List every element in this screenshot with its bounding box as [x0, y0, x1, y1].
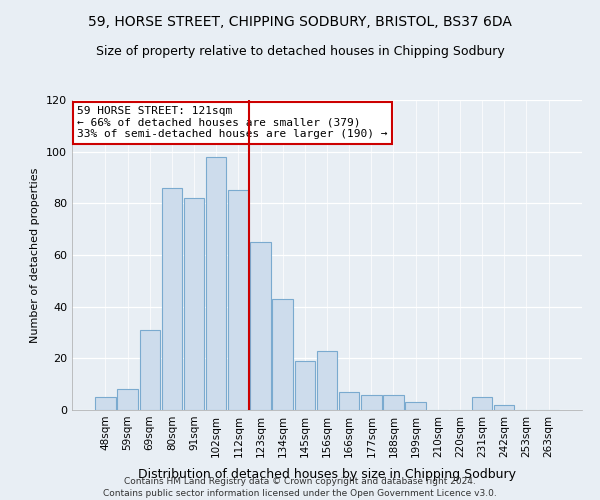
Bar — [361, 394, 382, 410]
Bar — [383, 394, 404, 410]
Text: 59 HORSE STREET: 121sqm
← 66% of detached houses are smaller (379)
33% of semi-d: 59 HORSE STREET: 121sqm ← 66% of detache… — [77, 106, 388, 140]
Bar — [406, 402, 426, 410]
Bar — [250, 242, 271, 410]
Bar — [494, 405, 514, 410]
X-axis label: Distribution of detached houses by size in Chipping Sodbury: Distribution of detached houses by size … — [138, 468, 516, 481]
Bar — [295, 361, 315, 410]
Text: 59, HORSE STREET, CHIPPING SODBURY, BRISTOL, BS37 6DA: 59, HORSE STREET, CHIPPING SODBURY, BRIS… — [88, 15, 512, 29]
Text: Size of property relative to detached houses in Chipping Sodbury: Size of property relative to detached ho… — [95, 45, 505, 58]
Bar — [228, 190, 248, 410]
Bar — [472, 397, 493, 410]
Bar — [317, 350, 337, 410]
Bar — [339, 392, 359, 410]
Bar — [272, 299, 293, 410]
Bar — [206, 157, 226, 410]
Text: Contains public sector information licensed under the Open Government Licence v3: Contains public sector information licen… — [103, 489, 497, 498]
Bar — [184, 198, 204, 410]
Y-axis label: Number of detached properties: Number of detached properties — [31, 168, 40, 342]
Bar — [161, 188, 182, 410]
Text: Contains HM Land Registry data © Crown copyright and database right 2024.: Contains HM Land Registry data © Crown c… — [124, 478, 476, 486]
Bar — [140, 330, 160, 410]
Bar — [118, 390, 138, 410]
Bar — [95, 397, 116, 410]
